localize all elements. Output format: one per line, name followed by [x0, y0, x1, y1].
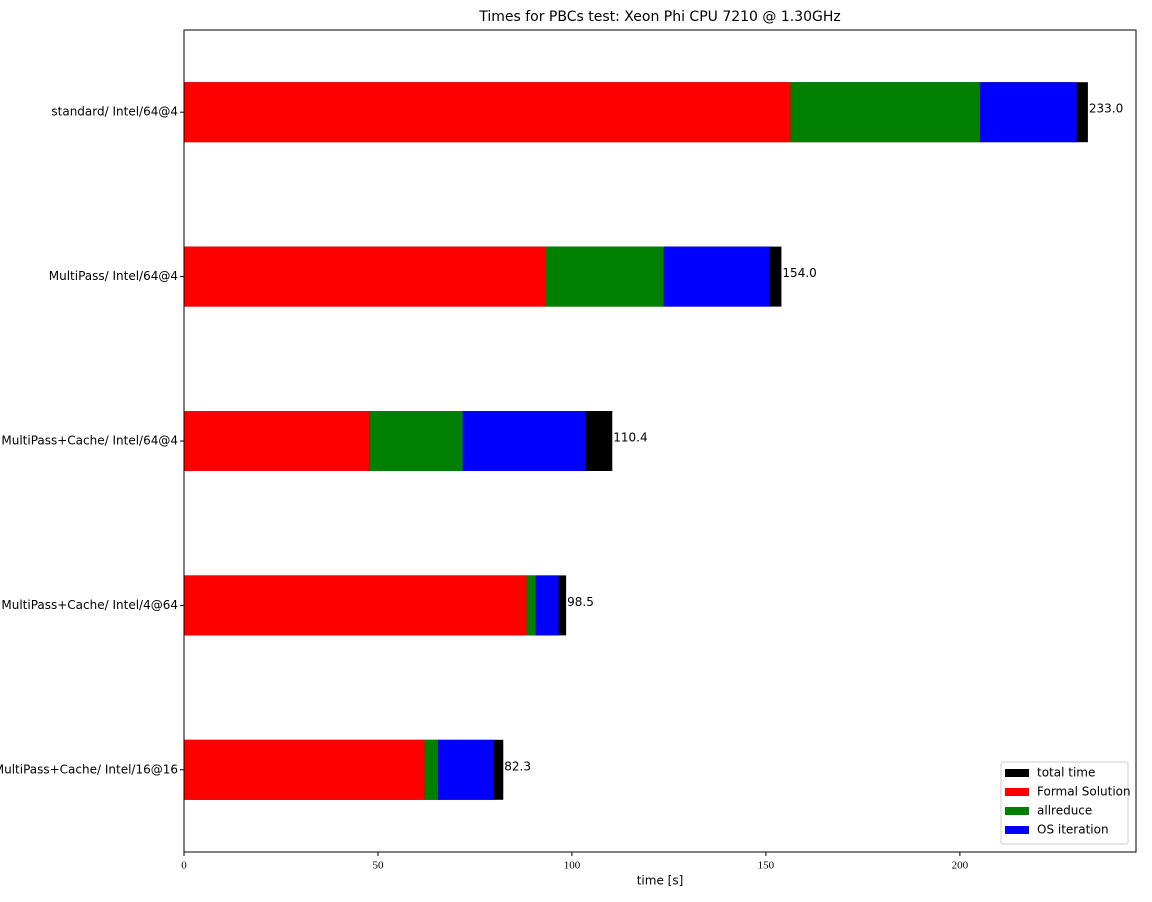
legend-swatch	[1005, 769, 1029, 777]
legend: total time Formal Solution allreduce OS ite…	[1000, 761, 1131, 845]
bar-segment	[184, 739, 425, 800]
legend-label: total time	[1037, 766, 1095, 780]
y-tick-label: MultiPass+Cache/ Intel/64@4	[1, 434, 178, 448]
bar-segment	[663, 246, 770, 307]
value-label: 233.0	[1089, 102, 1123, 116]
value-label: 110.4	[613, 431, 647, 445]
x-tick-label: 0	[181, 860, 187, 872]
legend-swatch	[1005, 826, 1029, 834]
legend-label: OS iteration	[1037, 823, 1109, 837]
bar-segment	[980, 82, 1078, 143]
y-tick-label: MultiPass+Cache/ Intel/16@16	[0, 762, 178, 776]
legend-swatch	[1005, 807, 1029, 815]
x-tick-label: 150	[758, 860, 775, 872]
value-label: 98.5	[567, 595, 594, 609]
bar-segment	[535, 575, 559, 636]
y-tick-label: MultiPass/ Intel/64@4	[49, 269, 178, 283]
chart-title: Times for PBCs test: Xeon Phi CPU 7210 @…	[478, 9, 841, 25]
bar-segment	[462, 411, 586, 471]
legend-label: allreduce	[1037, 804, 1092, 818]
bar-segment	[526, 575, 536, 636]
x-axis-label: time [s]	[637, 874, 684, 888]
value-label: 154.0	[782, 266, 816, 280]
bar-segment	[424, 739, 439, 800]
bar-segment	[184, 575, 527, 636]
y-tick-label: MultiPass+Cache/ Intel/4@64	[1, 598, 178, 612]
bar-segment	[545, 246, 664, 307]
bar-segment	[184, 411, 370, 471]
bar-segment	[184, 82, 791, 143]
x-tick-label: 200	[952, 860, 969, 872]
bar-segment	[369, 411, 463, 471]
y-tick-label: standard/ Intel/64@4	[51, 105, 178, 119]
legend-frame	[1000, 761, 1129, 845]
bar-segment	[184, 246, 546, 307]
legend-label: Formal Solution	[1037, 785, 1131, 799]
x-tick-label: 50	[372, 860, 384, 872]
x-tick-label: 100	[564, 860, 581, 872]
value-label: 82.3	[504, 759, 531, 773]
bar-segment	[438, 739, 494, 800]
plot-frame	[183, 29, 1137, 853]
bar-segment	[790, 82, 981, 143]
legend-swatch	[1005, 788, 1029, 796]
